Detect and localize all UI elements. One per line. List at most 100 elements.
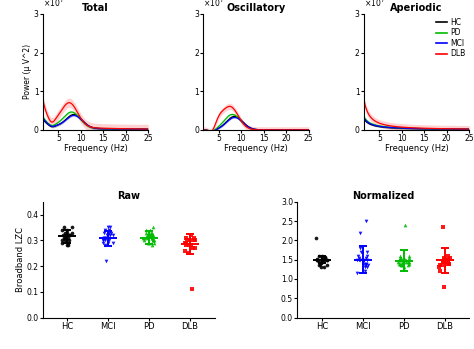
Point (189, 245, 197, 251)
X-axis label: Frequency (Hz): Frequency (Hz) (224, 144, 288, 154)
Point (356, 245, 364, 251)
Point (191, 245, 199, 251)
Point (149, 238, 157, 243)
Point (104, 225, 111, 230)
Point (58, 238, 65, 243)
Point (442, 257, 450, 262)
Point (405, 253, 413, 259)
Point (103, 232, 110, 238)
Point (104, 235, 111, 240)
Point (439, 259, 447, 265)
Point (444, 261, 452, 266)
Point (101, 243, 109, 248)
Point (145, 240, 153, 246)
Point (437, 268, 444, 274)
Point (363, 249, 371, 255)
Point (189, 287, 196, 292)
Point (364, 253, 371, 259)
Point (58, 240, 66, 246)
Point (148, 230, 156, 235)
Point (356, 255, 363, 260)
Point (396, 257, 404, 262)
Point (101, 235, 109, 240)
Point (182, 240, 190, 246)
Point (355, 253, 362, 259)
Point (61, 230, 69, 235)
Point (146, 232, 154, 238)
Y-axis label: Power (μ V^2): Power (μ V^2) (23, 44, 32, 99)
Point (107, 232, 114, 238)
Point (101, 227, 109, 233)
Point (405, 259, 413, 265)
Point (151, 238, 158, 243)
Point (63, 230, 71, 235)
Point (361, 268, 369, 274)
Point (58, 227, 65, 233)
Point (399, 261, 406, 266)
Point (64, 243, 72, 248)
Point (404, 259, 412, 265)
Point (317, 261, 324, 266)
Point (440, 224, 447, 230)
Point (364, 263, 372, 268)
Point (395, 261, 403, 266)
Point (354, 257, 361, 262)
Point (360, 261, 367, 266)
Point (60, 235, 68, 240)
Text: $\times10^7$: $\times10^7$ (43, 0, 64, 9)
Point (185, 243, 192, 248)
Point (149, 238, 157, 243)
Point (145, 230, 153, 235)
Point (396, 261, 403, 266)
Point (105, 230, 112, 235)
Point (148, 232, 156, 238)
Point (65, 232, 73, 238)
Point (181, 240, 188, 246)
Point (405, 255, 413, 260)
Point (363, 261, 370, 266)
Point (182, 235, 190, 240)
Point (64, 240, 72, 246)
Legend: HC, PD, MCI, DLB: HC, PD, MCI, DLB (436, 18, 465, 58)
Point (148, 235, 155, 240)
Point (187, 232, 195, 238)
Point (440, 257, 448, 262)
Point (100, 230, 108, 235)
Point (149, 225, 156, 230)
Point (61, 225, 68, 230)
Point (143, 232, 150, 238)
Point (319, 255, 326, 260)
Point (362, 218, 369, 224)
Point (400, 257, 407, 262)
Point (315, 263, 323, 268)
Point (323, 263, 330, 268)
Point (313, 257, 321, 262)
Point (149, 238, 157, 243)
Point (402, 257, 410, 262)
Point (397, 263, 405, 268)
Point (182, 240, 190, 246)
Point (438, 263, 446, 268)
Point (397, 261, 405, 266)
Point (315, 253, 322, 259)
Point (187, 238, 194, 243)
Point (364, 265, 371, 270)
Point (356, 257, 364, 262)
Point (396, 253, 404, 259)
Point (397, 255, 405, 260)
Point (109, 232, 117, 238)
Point (64, 235, 72, 240)
Point (359, 259, 367, 265)
Title: Normalized: Normalized (352, 191, 414, 201)
Point (105, 240, 112, 246)
Text: $\times10^7$: $\times10^7$ (203, 0, 224, 9)
Point (400, 255, 408, 260)
Point (100, 235, 108, 240)
Point (140, 238, 148, 243)
Point (436, 263, 444, 268)
Point (320, 264, 328, 269)
Point (405, 261, 413, 266)
X-axis label: Frequency (Hz): Frequency (Hz) (64, 144, 128, 154)
Point (354, 270, 361, 276)
Point (65, 238, 73, 243)
